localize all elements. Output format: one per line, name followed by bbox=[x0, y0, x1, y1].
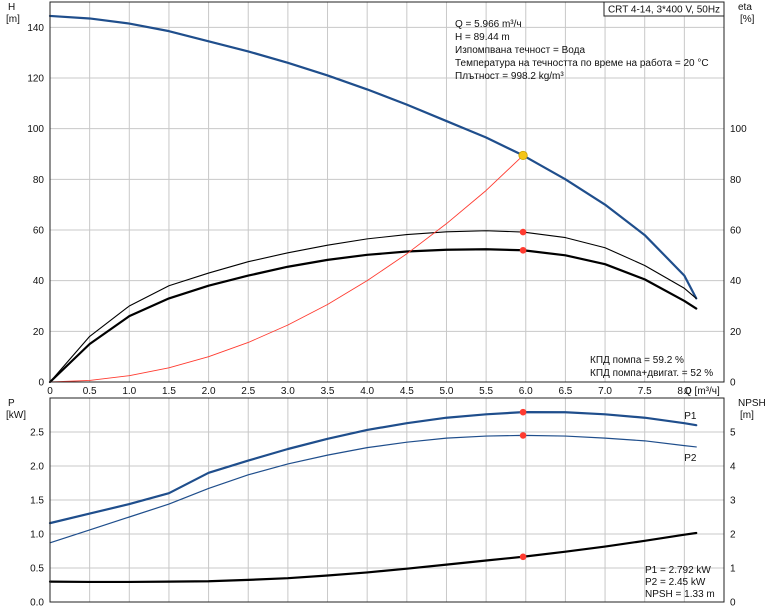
y-right-axis-label: NPSH bbox=[738, 398, 766, 409]
series-curve-0-3 bbox=[49, 154, 524, 383]
chart-title: CRT 4-14, 3*400 V, 50Hz bbox=[608, 5, 720, 16]
y-left-tick-label: 0 bbox=[38, 378, 44, 389]
duty-info-line: Температура на течността по време на раб… bbox=[455, 57, 709, 69]
duty-info-line: Изпомпвана течност = Вода bbox=[455, 45, 585, 56]
grid-layer bbox=[50, 2, 724, 602]
y-left-tick-label: 2.0 bbox=[30, 462, 44, 473]
y-right-axis-label: eta bbox=[738, 2, 752, 13]
x-tick-label: 0.5 bbox=[83, 386, 97, 397]
y-right-tick-label: 4 bbox=[730, 462, 736, 473]
p1-curve bbox=[48, 411, 698, 525]
x-tick-label: 0 bbox=[47, 386, 53, 397]
y-right-tick-label: 80 bbox=[730, 175, 742, 186]
series-curve-0-2 bbox=[48, 248, 698, 384]
operating-point-marker bbox=[519, 408, 527, 416]
y-right-tick-label: 60 bbox=[730, 226, 742, 237]
y-right-tick-label: 20 bbox=[730, 327, 742, 338]
series-layer bbox=[48, 14, 698, 584]
y-right-tick-label: 0 bbox=[730, 378, 736, 389]
power-info-line: NPSH = 1.33 m bbox=[645, 589, 715, 600]
duty-info-line: H = 89.44 m bbox=[455, 32, 510, 43]
title-box bbox=[603, 1, 725, 17]
power-info-line: P1 = 2.792 kW bbox=[645, 565, 711, 576]
series-curve-1-2 bbox=[48, 531, 698, 584]
y-right-tick-label: 3 bbox=[730, 496, 736, 507]
x-tick-label: 5.5 bbox=[479, 386, 493, 397]
y-left-axis-label: H bbox=[8, 2, 15, 13]
y-left-tick-label: 120 bbox=[27, 74, 44, 85]
y-right-tick-label: 40 bbox=[730, 276, 742, 287]
y-right-axis-unit: [%] bbox=[740, 14, 755, 25]
y-left-axis-unit: [m] bbox=[6, 14, 20, 25]
operating-point-marker bbox=[519, 246, 527, 254]
power-info-line: P2 = 2.45 kW bbox=[645, 577, 706, 588]
y-right-tick-label: 2 bbox=[730, 530, 736, 541]
x-tick-label: 3.5 bbox=[321, 386, 335, 397]
duty-info-line: Q = 5.966 m³/ч bbox=[455, 19, 522, 30]
x-axis-label: Q [m³/ч] bbox=[684, 386, 720, 397]
y-right-tick-label: 100 bbox=[730, 124, 747, 135]
frame-layer: CRT 4-14, 3*400 V, 50Hz bbox=[49, 1, 725, 603]
x-tick-label: 2.0 bbox=[202, 386, 216, 397]
y-left-tick-label: 1.5 bbox=[30, 496, 44, 507]
x-tick-label: 7.5 bbox=[638, 386, 652, 397]
text-layer: 0 0.5 1.0 1.5 2.0 2.5 3.0 3.5 4.0 4.5 5.0 5.5 6.0 6.5… bbox=[6, 2, 766, 609]
operating-point-marker bbox=[519, 553, 527, 561]
y-left-tick-label: 20 bbox=[33, 327, 45, 338]
y-left-axis-label: P bbox=[8, 398, 15, 409]
x-tick-label: 8.0 bbox=[677, 386, 691, 397]
marker-layer bbox=[518, 150, 528, 561]
series-label: P2 bbox=[684, 453, 697, 464]
x-tick-label: 7.0 bbox=[598, 386, 612, 397]
operating-point-marker bbox=[519, 432, 527, 439]
duty-info-line: Плътност = 998.2 kg/m³ bbox=[455, 71, 564, 82]
x-tick-label: 1.0 bbox=[122, 386, 136, 397]
x-tick-label: 3.0 bbox=[281, 386, 295, 397]
y-left-axis-unit: [kW] bbox=[6, 410, 26, 421]
x-tick-label: 5.0 bbox=[440, 386, 454, 397]
x-tick-label: 2.5 bbox=[241, 386, 255, 397]
y-left-tick-label: 60 bbox=[33, 226, 45, 237]
efficiency-info-line: КПД помпа = 59.2 % bbox=[590, 355, 684, 366]
p2-curve bbox=[49, 434, 697, 544]
efficiency-info-line: КПД помпа+двигат. = 52 % bbox=[590, 368, 713, 379]
y-left-tick-label: 140 bbox=[27, 23, 44, 34]
y-right-axis-unit: [m] bbox=[740, 410, 754, 421]
x-tick-label: 6.0 bbox=[519, 386, 533, 397]
series-label: P1 bbox=[684, 411, 697, 422]
y-left-tick-label: 100 bbox=[27, 124, 44, 135]
series-curve-0-0 bbox=[48, 14, 698, 300]
y-right-tick-label: 0 bbox=[730, 598, 736, 609]
plot-frame bbox=[49, 397, 725, 603]
y-left-tick-label: 2.5 bbox=[30, 428, 44, 439]
y-left-tick-label: 1.0 bbox=[30, 530, 44, 541]
y-right-tick-label: 5 bbox=[730, 428, 736, 439]
x-tick-label: 1.5 bbox=[162, 386, 176, 397]
y-left-tick-label: 0.0 bbox=[30, 598, 44, 609]
y-left-tick-label: 80 bbox=[33, 175, 45, 186]
x-tick-label: 4.0 bbox=[360, 386, 374, 397]
plot-frame bbox=[49, 1, 725, 383]
y-right-tick-label: 1 bbox=[730, 564, 736, 575]
x-tick-label: 4.5 bbox=[400, 386, 414, 397]
y-left-tick-label: 40 bbox=[33, 276, 45, 287]
duty-point-marker bbox=[518, 150, 528, 161]
operating-point-marker bbox=[519, 228, 527, 236]
y-left-tick-label: 0.5 bbox=[30, 564, 44, 575]
x-tick-label: 6.5 bbox=[558, 386, 572, 397]
series-curve-0-1 bbox=[49, 230, 697, 383]
